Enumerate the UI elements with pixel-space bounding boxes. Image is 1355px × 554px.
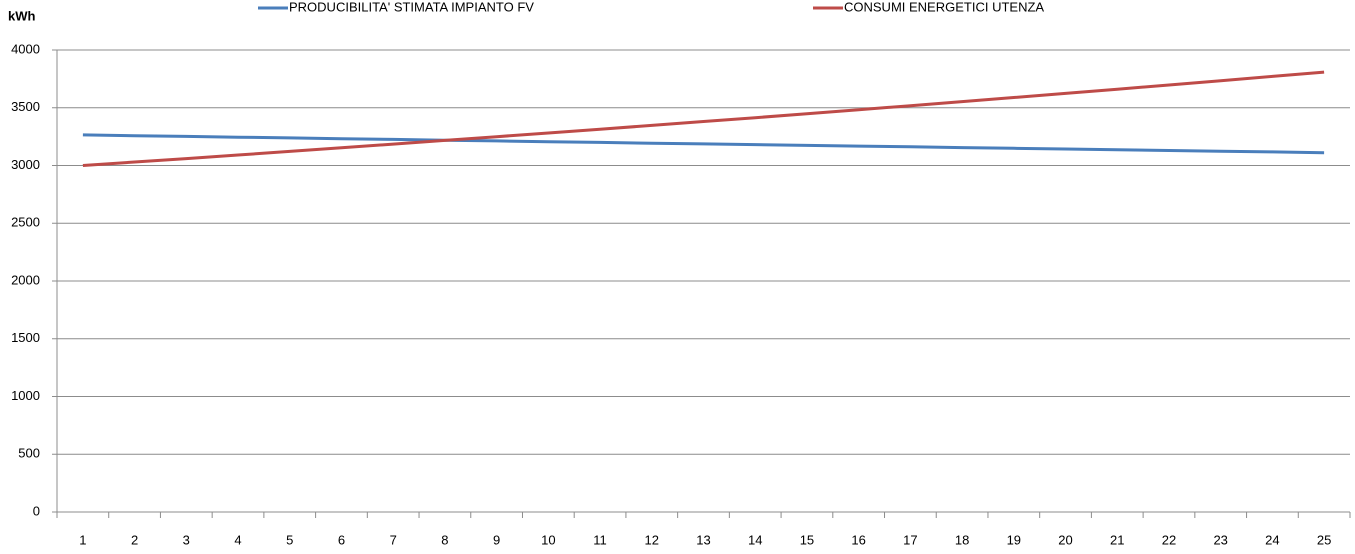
y-tick-label: 4000	[11, 41, 40, 56]
x-tick-label: 19	[1007, 532, 1021, 547]
x-tick-label: 15	[800, 532, 814, 547]
y-tick-label: 2000	[11, 272, 40, 287]
x-tick-label: 11	[593, 532, 607, 547]
series-line	[82, 70, 1325, 167]
y-tick-label: 1500	[11, 330, 40, 345]
legend-label: PRODUCIBILITA' STIMATA IMPIANTO FV	[289, 0, 534, 14]
x-tick-label: 3	[183, 532, 190, 547]
x-tick-label: 10	[541, 532, 555, 547]
y-tick-label: 0	[33, 503, 40, 518]
y-tick-label: 3500	[11, 99, 40, 114]
x-tick-label: 13	[696, 532, 710, 547]
x-tick-label: 17	[903, 532, 917, 547]
x-tick-label: 24	[1265, 532, 1279, 547]
x-tick-label: 16	[851, 532, 865, 547]
x-tick-label: 21	[1110, 532, 1124, 547]
legend-label: CONSUMI ENERGETICI UTENZA	[844, 0, 1044, 14]
x-tick-label: 1	[79, 532, 86, 547]
x-tick-label: 9	[493, 532, 500, 547]
x-tick-label: 14	[748, 532, 762, 547]
x-tick-label: 18	[955, 532, 969, 547]
y-tick-label: 3000	[11, 157, 40, 172]
x-tick-label: 22	[1162, 532, 1176, 547]
x-tick-label: 12	[645, 532, 659, 547]
y-tick-label: 2500	[11, 215, 40, 230]
y-tick-label: 500	[18, 446, 40, 461]
x-tick-label: 23	[1213, 532, 1227, 547]
x-tick-label: 5	[286, 532, 293, 547]
x-tick-label: 4	[234, 532, 241, 547]
x-tick-label: 2	[131, 532, 138, 547]
x-tick-label: 25	[1317, 532, 1331, 547]
x-tick-label: 20	[1058, 532, 1072, 547]
series-line	[82, 133, 1325, 155]
x-tick-label: 8	[441, 532, 448, 547]
x-tick-label: 6	[338, 532, 345, 547]
y-tick-label: 1000	[11, 388, 40, 403]
x-tick-label: 7	[390, 532, 397, 547]
y-axis-label: kWh	[8, 8, 36, 23]
